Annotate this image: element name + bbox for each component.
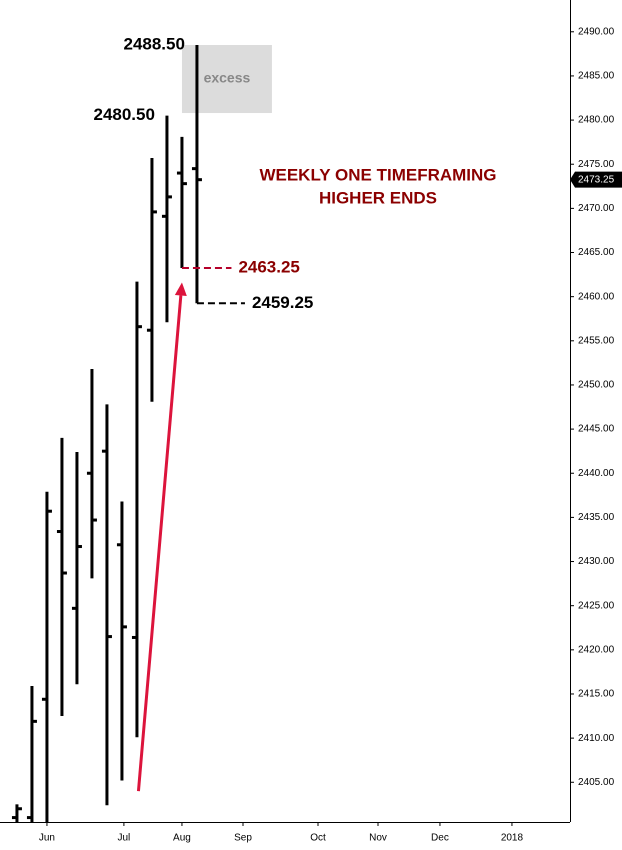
y-tick-label: 2480.00 — [578, 115, 615, 126]
y-tick-label: 2475.00 — [578, 159, 615, 170]
y-tick-label: 2450.00 — [578, 380, 615, 391]
excess-label: excess — [204, 70, 251, 86]
annotation-title: WEEKLY ONE TIMEFRAMING — [259, 165, 496, 184]
x-tick-label: Jun — [39, 833, 55, 844]
arrow-shaft — [136, 295, 183, 792]
y-tick-label: 2455.00 — [578, 335, 615, 346]
y-tick-label: 2410.00 — [578, 733, 615, 744]
y-tick-label: 2405.00 — [578, 777, 615, 788]
x-tick-label: Dec — [431, 833, 449, 844]
y-tick-label: 2465.00 — [578, 247, 615, 258]
x-tick-label: 2018 — [501, 833, 524, 844]
y-tick-label: 2415.00 — [578, 689, 615, 700]
y-tick-label: 2470.00 — [578, 203, 615, 214]
x-tick-label: Aug — [173, 833, 191, 844]
level-label: 2459.25 — [252, 293, 313, 312]
y-tick-label: 2460.00 — [578, 291, 615, 302]
price-label: 2480.50 — [93, 105, 154, 124]
last-price-label: 2473.25 — [578, 174, 615, 185]
y-tick-label: 2490.00 — [578, 26, 615, 37]
y-tick-label: 2485.00 — [578, 71, 615, 82]
y-tick-label: 2420.00 — [578, 644, 615, 655]
y-tick-label: 2425.00 — [578, 600, 615, 611]
y-tick-label: 2440.00 — [578, 468, 615, 479]
y-tick-label: 2445.00 — [578, 424, 615, 435]
x-tick-label: Sep — [234, 833, 252, 844]
arrow-head — [174, 282, 187, 296]
annotation-title: HIGHER ENDS — [319, 188, 437, 207]
x-tick-label: Nov — [369, 833, 387, 844]
x-tick-label: Oct — [310, 833, 326, 844]
last-price-tag — [570, 171, 622, 188]
level-label: 2463.25 — [238, 257, 299, 276]
y-tick-label: 2430.00 — [578, 556, 615, 567]
x-tick-label: Jul — [118, 833, 131, 844]
y-tick-label: 2435.00 — [578, 512, 615, 523]
price-label: 2488.50 — [123, 35, 184, 54]
